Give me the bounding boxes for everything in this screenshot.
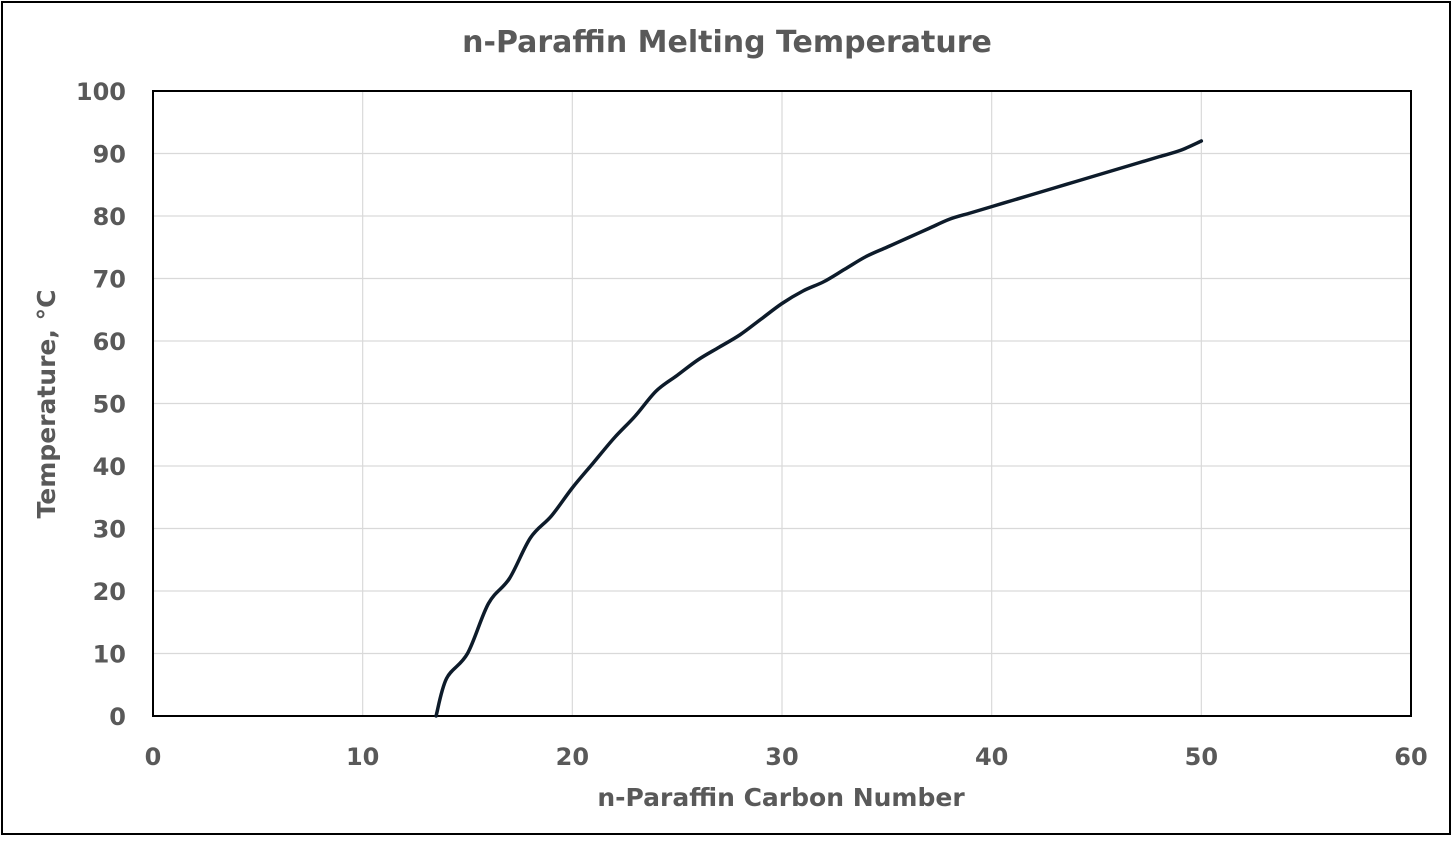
- y-tick-label: 70: [93, 266, 126, 294]
- y-tick-label: 90: [93, 141, 126, 169]
- y-axis-label: Temperature, °C: [32, 290, 61, 519]
- x-tick-label: 40: [975, 743, 1008, 771]
- x-tick-label: 30: [765, 743, 798, 771]
- x-tick-label: 20: [556, 743, 589, 771]
- series-layer: [434, 139, 1204, 718]
- chart-title: n-Paraffin Melting Temperature: [462, 25, 992, 60]
- y-tick-label: 20: [93, 578, 126, 606]
- y-tick-label: 50: [93, 391, 126, 419]
- x-axis-label: n-Paraffin Carbon Number: [597, 783, 965, 812]
- melting-temperature-line: [434, 139, 1204, 718]
- y-tick-label: 0: [109, 703, 126, 731]
- y-tick-label: 10: [93, 641, 126, 669]
- x-tick-label: 50: [1185, 743, 1218, 771]
- x-tick-label: 0: [145, 743, 162, 771]
- y-tick-label: 60: [93, 328, 126, 356]
- x-tick-label: 10: [346, 743, 379, 771]
- plot-area: [152, 90, 1412, 717]
- y-tick-label: 30: [93, 516, 126, 544]
- gridlines: [153, 91, 1411, 716]
- x-tick-label: 60: [1394, 743, 1427, 771]
- x-tick-labels: 0 10 20 30 40 50 60: [145, 743, 1428, 771]
- y-tick-label: 40: [93, 453, 126, 481]
- y-tick-label: 80: [93, 203, 126, 231]
- y-tick-labels: 0 10 20 30 40 50 60 70 80 90 100: [76, 78, 126, 731]
- y-tick-label: 100: [76, 78, 126, 106]
